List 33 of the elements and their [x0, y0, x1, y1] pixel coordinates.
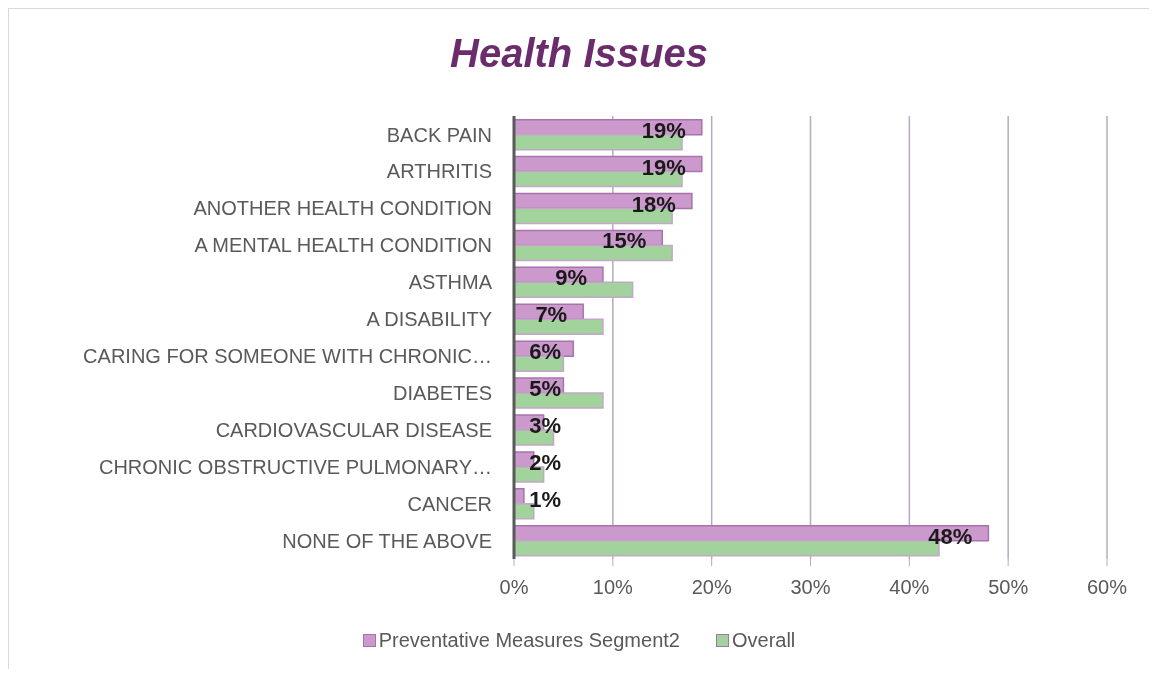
- y-tick-label: ARTHRITIS: [386, 160, 492, 183]
- data-label: 19%: [641, 117, 686, 143]
- data-label: 2%: [529, 449, 562, 475]
- data-label: 6%: [529, 339, 562, 365]
- data-label: 3%: [529, 413, 562, 439]
- legend-label: Overall: [731, 629, 796, 652]
- data-label: 9%: [555, 265, 587, 291]
- y-tick-label: ANOTHER HEALTH CONDITION: [193, 197, 492, 220]
- x-tick-label: 60%: [1086, 576, 1128, 599]
- x-tick-label: 0%: [499, 576, 529, 599]
- chart-title: Health Issues: [449, 31, 709, 76]
- data-label: 18%: [631, 191, 676, 217]
- x-tick-label: 20%: [691, 576, 732, 599]
- data-label: 19%: [641, 154, 686, 180]
- data-label: 5%: [529, 376, 562, 402]
- x-tick-label: 10%: [592, 576, 634, 599]
- y-tick-label: CARING FOR SOMEONE WITH CHRONIC…: [83, 345, 492, 368]
- y-tick-label: A DISABILITY: [366, 308, 492, 331]
- y-tick-label: CANCER: [407, 492, 492, 515]
- y-tick-label: NONE OF THE ABOVE: [282, 529, 492, 552]
- legend-label: Preventative Measures Segment2: [378, 629, 680, 652]
- y-tick-label: ASTHMA: [408, 271, 493, 294]
- y-tick-label: A MENTAL HEALTH CONDITION: [194, 234, 492, 257]
- x-tick-label: 50%: [988, 576, 1029, 599]
- data-label: 7%: [535, 302, 568, 328]
- data-label: 15%: [602, 228, 647, 254]
- y-tick-label: CHRONIC OBSTRUCTIVE PULMONARY…: [98, 455, 492, 478]
- data-label: 1%: [529, 486, 562, 512]
- y-tick-label: DIABETES: [393, 381, 492, 404]
- y-tick-label: CARDIOVASCULAR DISEASE: [215, 418, 492, 441]
- y-tick-label: BACK PAIN: [386, 123, 492, 146]
- x-tick-label: 40%: [889, 576, 930, 599]
- x-tick-label: 30%: [790, 576, 831, 599]
